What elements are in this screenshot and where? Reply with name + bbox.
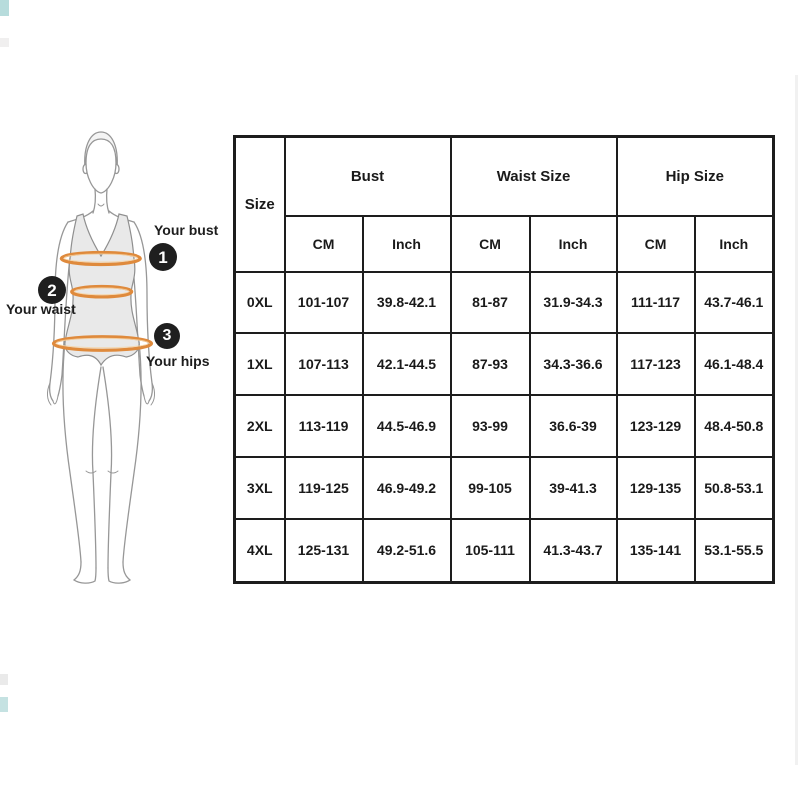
- table-cell: 113-119: [283, 394, 364, 459]
- header-hip-inch: Inch: [693, 214, 775, 273]
- header-waist-size: Waist Size: [449, 135, 618, 217]
- table-cell: 43.7-46.1: [693, 270, 775, 335]
- table-cell: 107-113: [283, 332, 364, 397]
- table-cell: 93-99: [449, 394, 531, 459]
- table-cell: 48.4-50.8: [693, 394, 775, 459]
- header-size: Size: [233, 135, 286, 273]
- hips-label: Your hips: [146, 353, 210, 369]
- table-row-3xl: 3XL 119-125 46.9-49.2 99-105 39-41.3 129…: [233, 456, 775, 520]
- body-measurement-illustration: [47, 131, 155, 584]
- bust-measure-ring: [59, 250, 142, 267]
- table-row-2xl: 2XL 113-119 44.5-46.9 93-99 36.6-39 123-…: [233, 394, 775, 459]
- table-cell: 36.6-39: [528, 394, 618, 459]
- header-bust-inch: Inch: [361, 214, 452, 273]
- page-edge-artifact-top-gray: [0, 38, 9, 47]
- table-row-4xl: 4XL 125-131 49.2-51.6 105-111 41.3-43.7 …: [233, 517, 775, 584]
- header-bust: Bust: [283, 135, 452, 217]
- table-cell: 44.5-46.9: [361, 394, 452, 459]
- marker-3-badge: 3: [154, 323, 180, 349]
- page-edge-artifact-top: [0, 0, 9, 16]
- header-hip-size: Hip Size: [615, 135, 775, 217]
- table-cell: 50.8-53.1: [693, 456, 775, 520]
- table-cell: 87-93: [449, 332, 531, 397]
- table-cell: 41.3-43.7: [528, 517, 618, 584]
- table-cell: 81-87: [449, 270, 531, 335]
- waist-measure-ring: [70, 284, 134, 299]
- table-cell: 117-123: [615, 332, 696, 397]
- header-bust-cm: CM: [283, 214, 364, 273]
- table-cell: 125-131: [283, 517, 364, 584]
- table-cell: 105-111: [449, 517, 531, 584]
- table-cell: 123-129: [615, 394, 696, 459]
- table-cell: 53.1-55.5: [693, 517, 775, 584]
- table-cell: 39-41.3: [528, 456, 618, 520]
- table-cell: 135-141: [615, 517, 696, 584]
- waist-label: Your waist: [6, 301, 76, 317]
- face: [85, 138, 117, 194]
- table-cell: 119-125: [283, 456, 364, 520]
- table-cell: 46.1-48.4: [693, 332, 775, 397]
- header-waist-inch: Inch: [528, 214, 618, 273]
- bust-label: Your bust: [154, 222, 219, 238]
- table-cell: 49.2-51.6: [361, 517, 452, 584]
- size-cell: 1XL: [233, 332, 286, 397]
- header-hip-cm: CM: [615, 214, 696, 273]
- table-cell: 111-117: [615, 270, 696, 335]
- table-group-header-row: Size Bust Waist Size Hip Size: [233, 135, 775, 273]
- table-row-0xl: 0XL 101-107 39.8-42.1 81-87 31.9-34.3 11…: [233, 270, 775, 335]
- page-edge-artifact-bottom-gray: [0, 674, 8, 685]
- table-cell: 34.3-36.6: [528, 332, 618, 397]
- header-waist-cm: CM: [449, 214, 531, 273]
- table-cell: 39.8-42.1: [361, 270, 452, 335]
- left-foot: [72, 561, 97, 584]
- size-table: Size Bust Waist Size Hip Size CM Inch CM…: [233, 135, 776, 584]
- marker-1-badge: 1: [149, 243, 177, 271]
- size-cell: 3XL: [233, 456, 286, 520]
- table-cell: 101-107: [283, 270, 364, 335]
- table-cell: 42.1-44.5: [361, 332, 452, 397]
- size-cell: 4XL: [233, 517, 286, 584]
- right-foot: [107, 561, 132, 584]
- hips-measure-ring: [51, 335, 154, 352]
- table-cell: 99-105: [449, 456, 531, 520]
- page-edge-artifact-bottom: [0, 697, 8, 712]
- size-cell: 0XL: [233, 270, 286, 335]
- size-cell: 2XL: [233, 394, 286, 459]
- table-row-1xl: 1XL 107-113 42.1-44.5 87-93 34.3-36.6 11…: [233, 332, 775, 397]
- table-cell: 31.9-34.3: [528, 270, 618, 335]
- page-edge-artifact-right: [795, 75, 798, 765]
- marker-2-badge: 2: [38, 276, 66, 304]
- table-cell: 129-135: [615, 456, 696, 520]
- table-unit-header-row: CM Inch CM Inch CM Inch: [235, 214, 775, 273]
- table-cell: 46.9-49.2: [361, 456, 452, 520]
